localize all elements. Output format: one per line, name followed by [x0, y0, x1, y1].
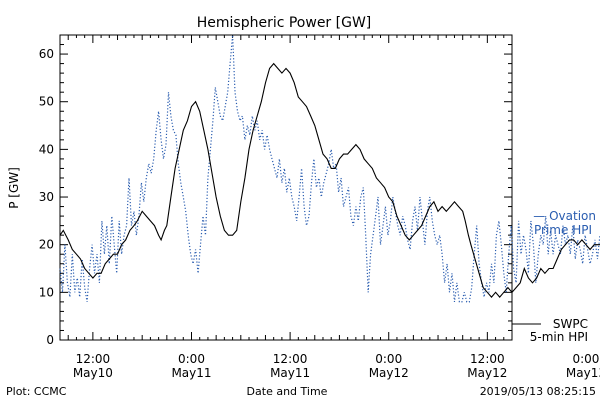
- x-tick-label-time: 12:00: [470, 352, 505, 366]
- plot-frame: [59, 34, 513, 341]
- y-tick-labels: 0 10 20 30 40 50 60: [39, 47, 54, 347]
- x-tick-label-date: May12: [369, 366, 409, 380]
- x-tick-label-date: May11: [171, 366, 211, 380]
- legend-swpc-line1: SWPC: [553, 317, 588, 331]
- y-tick-label: 30: [39, 190, 54, 204]
- axis-ticks: [59, 34, 513, 341]
- footer-plot-credit: Plot: CCMC: [6, 385, 67, 398]
- series-ovation-line: [59, 34, 600, 303]
- x-tick-label-date: May13: [566, 366, 600, 380]
- chart-title: Hemispheric Power [GW]: [197, 15, 372, 31]
- plot-area: [59, 34, 513, 341]
- x-tick-label-date: May12: [467, 366, 507, 380]
- x-tick-label-time: 0:00: [178, 352, 205, 366]
- series-layer: [59, 34, 600, 303]
- y-axis-label: P [GW]: [7, 167, 21, 209]
- y-tick-label: 20: [39, 238, 54, 252]
- x-axis-label: Date and Time: [247, 385, 328, 398]
- legend-ovation-line2: Prime HPI: [534, 223, 592, 237]
- x-tick-label-date: May11: [270, 366, 310, 380]
- x-tick-label-time: 0:00: [572, 352, 599, 366]
- footer-timestamp: 2019/05/13 08:25:15: [480, 385, 596, 398]
- legend-swpc-line2: 5-min HPI: [530, 330, 588, 344]
- legend-ovation-line1: — Ovation: [533, 209, 596, 223]
- x-tick-labels: 12:00May100:00May1112:00May110:00May1212…: [73, 352, 600, 380]
- legend: — Ovation Prime HPI SWPC 5-min HPI: [512, 209, 596, 344]
- y-tick-label: 60: [39, 47, 54, 61]
- x-tick-label-date: May10: [73, 366, 113, 380]
- x-tick-label-time: 12:00: [76, 352, 111, 366]
- series-swpc-line: [59, 62, 600, 298]
- y-tick-label: 0: [46, 333, 54, 347]
- x-tick-label-time: 0:00: [375, 352, 402, 366]
- x-tick-label-time: 12:00: [273, 352, 308, 366]
- y-tick-label: 40: [39, 142, 54, 156]
- y-tick-label: 50: [39, 95, 54, 109]
- y-tick-label: 10: [39, 285, 54, 299]
